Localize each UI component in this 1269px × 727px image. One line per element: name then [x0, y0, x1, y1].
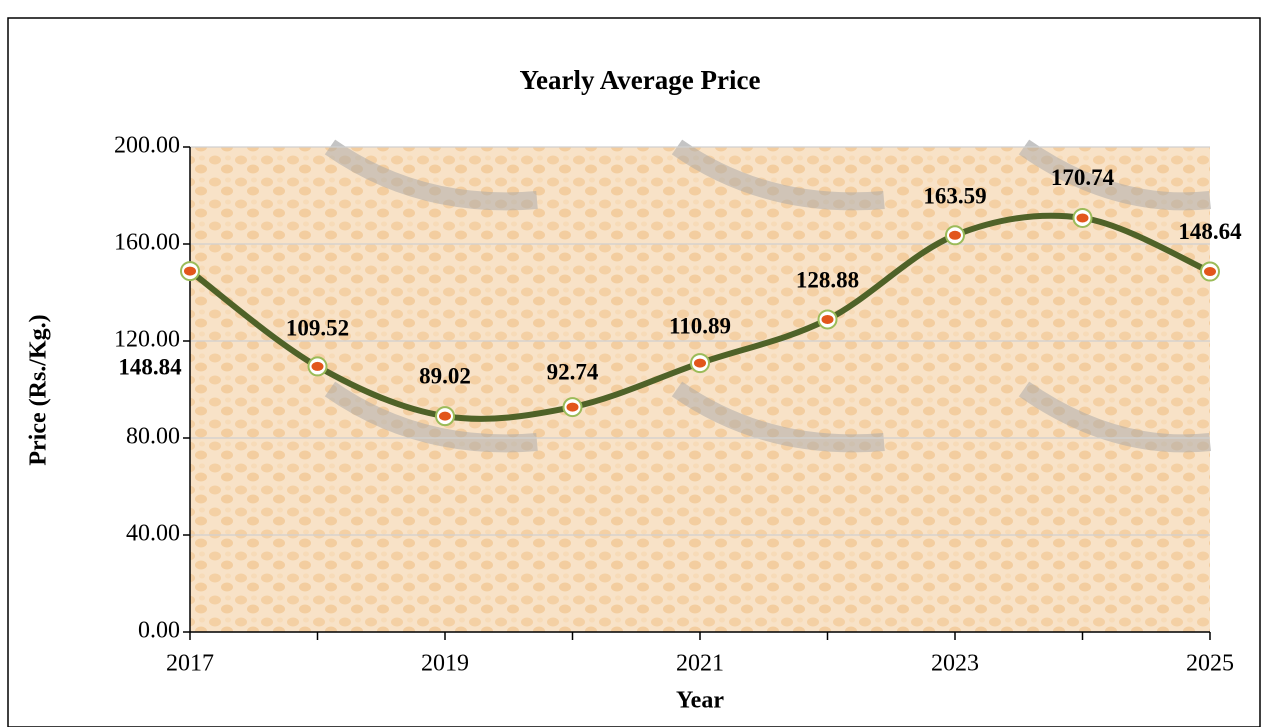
data-label: 92.74 [547, 359, 599, 384]
chart-title: Yearly Average Price [520, 65, 761, 95]
x-tick-label: 2023 [931, 651, 979, 677]
data-point-core [949, 230, 961, 240]
y-tick-label: 0.00 [138, 618, 180, 644]
data-point-core [1076, 213, 1089, 223]
data-label: 89.02 [419, 363, 471, 388]
data-point-core [439, 411, 451, 421]
x-tick-label: 2025 [1186, 651, 1234, 677]
data-label: 128.88 [796, 268, 859, 293]
x-tick-label: 2019 [421, 651, 469, 677]
y-tick-label: 120.00 [114, 327, 180, 353]
data-label: 163.59 [923, 184, 986, 209]
x-tick-label: 2021 [676, 651, 724, 677]
y-axis-label: Price (Rs./Kg.) [26, 314, 52, 465]
data-label: 109.52 [286, 316, 349, 341]
x-axis-label: Year [676, 688, 724, 714]
data-point-core [566, 402, 579, 412]
data-label: 148.64 [1178, 219, 1242, 244]
data-label: 110.89 [669, 313, 731, 338]
data-point-core [821, 314, 834, 324]
x-tick-label: 2017 [166, 651, 214, 677]
y-tick-label: 200.00 [114, 133, 180, 159]
data-point-core [184, 266, 196, 276]
data-label: 148.84 [118, 354, 182, 379]
data-point-core [694, 358, 706, 368]
y-tick-label: 40.00 [126, 521, 180, 547]
plot-background [190, 139, 1211, 632]
data-point-core [1204, 267, 1216, 277]
y-tick-label: 160.00 [114, 230, 180, 256]
data-label: 170.74 [1051, 165, 1115, 190]
data-point-core [311, 361, 324, 371]
y-tick-label: 80.00 [126, 424, 180, 450]
